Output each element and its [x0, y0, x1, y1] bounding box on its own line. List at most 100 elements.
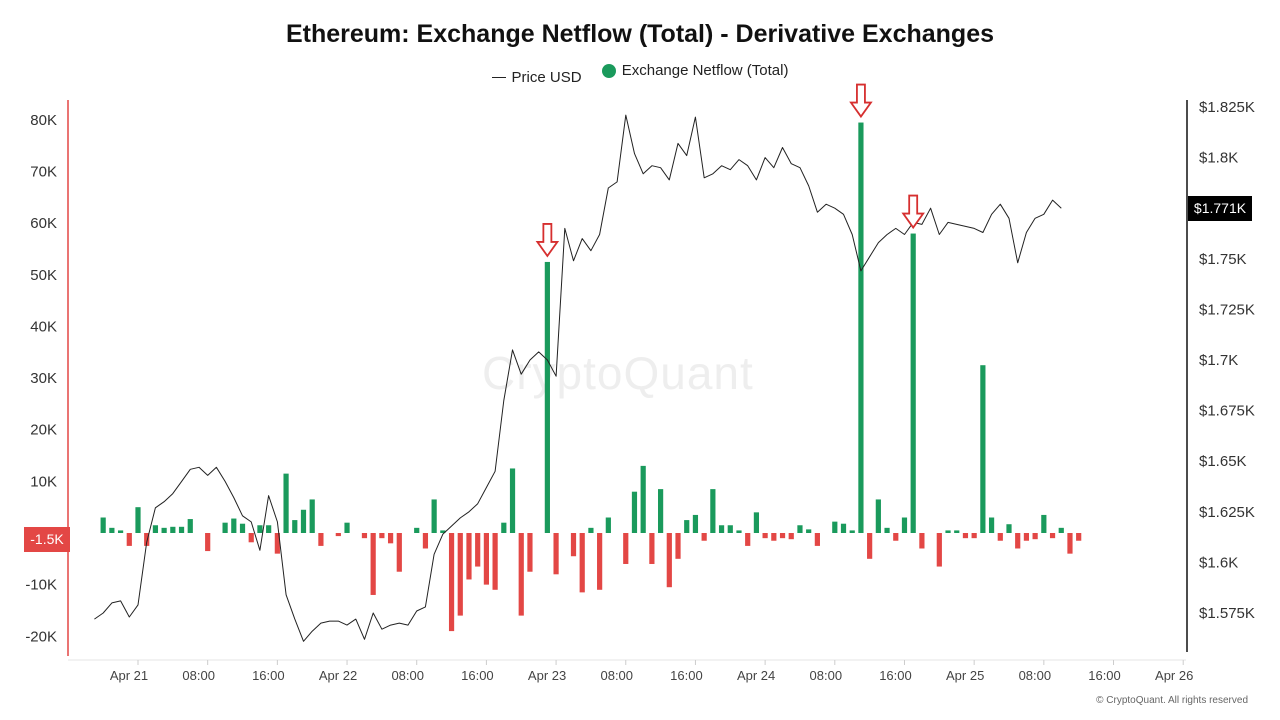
left-tick-label: -20K — [25, 628, 57, 645]
legend-label-netflow: Exchange Netflow (Total) — [621, 62, 789, 79]
netflow-bar — [875, 499, 881, 533]
x-tick-label: Apr 25 — [946, 668, 984, 683]
netflow-bar — [379, 533, 385, 539]
legend-label-price: Price USD — [511, 68, 582, 86]
left-tick-label: 80K — [30, 112, 57, 129]
netflow-bar — [858, 122, 864, 533]
netflow-bar — [684, 520, 690, 533]
netflow-bar — [544, 261, 550, 533]
x-tick-label: Apr 23 — [528, 668, 566, 683]
netflow-bar — [483, 533, 489, 585]
current-price-badge: $1.771K — [1188, 196, 1252, 221]
x-tick-label: 16:00 — [1088, 668, 1121, 683]
right-tick-label: $1.575K — [1199, 605, 1255, 622]
netflow-bar — [884, 527, 890, 533]
annotation-down-arrow-icon — [535, 223, 560, 258]
netflow-bar — [205, 533, 211, 552]
netflow-bar — [1023, 533, 1030, 541]
netflow-bar — [954, 530, 960, 533]
netflow-bar — [997, 533, 1003, 541]
netflow-bar — [762, 533, 768, 539]
netflow-bar — [283, 473, 289, 533]
netflow-bar — [335, 533, 341, 537]
left-tick-label: 10K — [30, 473, 57, 490]
price-line-swatch — [491, 76, 506, 78]
right-tick-label: $1.625K — [1199, 504, 1255, 521]
netflow-bar — [501, 522, 507, 533]
netflow-bar — [527, 533, 533, 572]
netflow-bar — [1049, 533, 1056, 539]
netflow-bar — [727, 525, 733, 533]
netflow-bar — [971, 533, 977, 539]
netflow-bar — [1015, 533, 1021, 549]
netflow-bar — [440, 530, 446, 533]
x-tick-label: 16:00 — [461, 668, 494, 683]
netflow-bar — [466, 533, 472, 580]
netflow-bar — [1041, 514, 1047, 533]
x-tick-label: 08:00 — [391, 668, 424, 683]
netflow-bar — [170, 526, 176, 533]
netflow-bar — [239, 523, 246, 533]
right-tick-label: $1.8K — [1199, 150, 1238, 167]
netflow-bar — [893, 533, 899, 541]
left-tick-label: 40K — [30, 318, 57, 335]
x-tick-label: 08:00 — [600, 668, 633, 683]
annotation-down-arrow-icon — [849, 83, 873, 119]
right-tick-label: $1.7K — [1199, 352, 1238, 369]
left-tick-label: 50K — [30, 267, 57, 284]
legend-item-netflow[interactable]: Exchange Netflow (Total) — [601, 62, 789, 79]
netflow-bar — [832, 521, 838, 533]
netflow-bar — [475, 533, 481, 567]
x-tick-label: Apr 22 — [319, 668, 357, 683]
netflow-bar — [518, 533, 524, 616]
netflow-dot-swatch — [601, 63, 616, 78]
chart-title: Ethereum: Exchange Netflow (Total) - Der… — [285, 20, 995, 48]
netflow-bar — [962, 533, 969, 539]
netflow-bar — [623, 533, 629, 564]
netflow-bar — [597, 533, 603, 590]
netflow-bar — [640, 465, 646, 533]
netflow-bar — [387, 533, 394, 544]
netflow-bar — [579, 533, 585, 593]
netflow-bar — [492, 533, 498, 590]
x-tick-label: 16:00 — [670, 668, 703, 683]
left-tick-label: 70K — [30, 164, 57, 181]
netflow-bar — [152, 525, 159, 533]
netflow-bar — [457, 533, 463, 616]
netflow-bar — [788, 533, 794, 540]
netflow-bar — [910, 233, 916, 533]
right-tick-label: $1.65K — [1199, 453, 1247, 470]
netflow-bar — [300, 509, 307, 533]
legend-item-price[interactable]: Price USD — [491, 68, 582, 86]
netflow-bar — [135, 507, 141, 533]
netflow-bar — [692, 514, 699, 533]
netflow-bar — [509, 468, 516, 533]
netflow-bar — [231, 518, 237, 533]
netflow-bar — [187, 519, 193, 533]
netflow-bar — [257, 525, 263, 533]
netflow-bar — [100, 517, 106, 533]
x-tick-label: Apr 21 — [110, 668, 148, 683]
netflow-bar — [422, 533, 429, 549]
netflow-bar — [109, 527, 115, 533]
left-tick-label: -10K — [25, 577, 57, 594]
annotation-down-arrow-icon — [901, 194, 925, 230]
netflow-bar — [588, 527, 594, 533]
netflow-bar — [361, 533, 368, 539]
copyright: © CryptoQuant. All rights reserved — [1096, 695, 1248, 706]
netflow-bar — [605, 517, 611, 533]
netflow-bar — [274, 533, 280, 554]
netflow-bar — [266, 525, 272, 533]
netflow-bar — [1076, 533, 1082, 541]
price-line — [94, 114, 1062, 642]
netflow-bar — [649, 533, 655, 564]
left-tick-label: 30K — [30, 370, 57, 387]
netflow-bar — [448, 533, 455, 632]
netflow-bar — [936, 533, 942, 567]
netflow-bar — [771, 533, 777, 541]
netflow-bar — [1058, 527, 1064, 533]
netflow-bar — [919, 533, 925, 549]
netflow-bar — [753, 512, 760, 533]
right-tick-label: $1.6K — [1199, 554, 1238, 571]
